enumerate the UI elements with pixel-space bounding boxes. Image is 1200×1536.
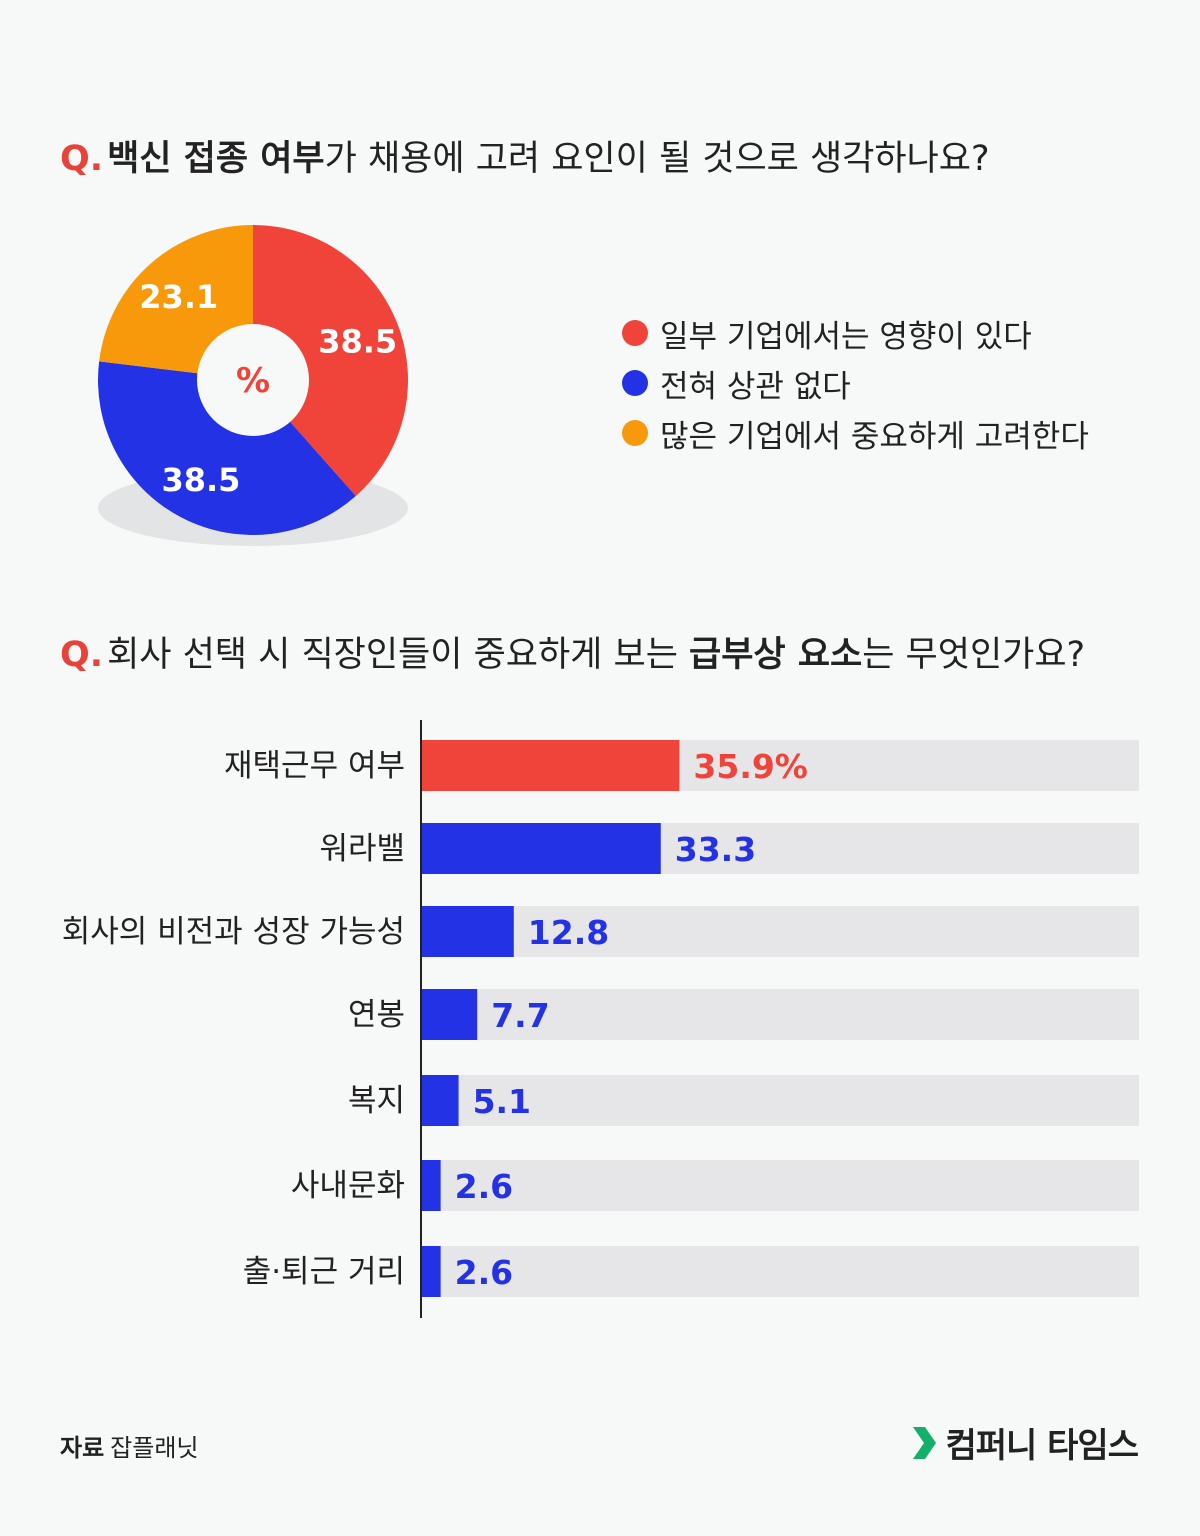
bar-category-label: 복지 xyxy=(348,1083,405,1119)
question-1-rest: 가 채용에 고려 요인이 될 것으로 생각하나요? xyxy=(324,139,990,179)
bar-value-label: 5.1 xyxy=(473,1082,531,1121)
legend-label: 전혀 상관 없다 xyxy=(660,368,851,405)
legend-item: 일부 기업에서는 영향이 있다 xyxy=(622,308,1089,358)
legend-dot-red xyxy=(622,320,648,346)
bar-track xyxy=(422,906,1139,957)
pie-legend: 일부 기업에서는 영향이 있다 전혀 상관 없다 많은 기업에서 중요하게 고려… xyxy=(622,308,1089,458)
bar-category-label: 워라밸 xyxy=(319,831,405,867)
question-1-bold: 백신 접종 여부 xyxy=(107,139,325,179)
source-key: 자료 xyxy=(60,1434,105,1462)
bar xyxy=(422,906,514,957)
pie-center-label: % xyxy=(236,361,270,401)
legend-label: 일부 기업에서는 영향이 있다 xyxy=(660,318,1032,355)
bar-track xyxy=(422,989,1139,1040)
pie-value-label: 38.5 xyxy=(318,322,397,360)
legend-label: 많은 기업에서 중요하게 고려한다 xyxy=(660,418,1089,455)
chevron-right-icon xyxy=(913,1426,937,1459)
question-1: Q. 백신 접종 여부가 채용에 고려 요인이 될 것으로 생각하나요? xyxy=(60,136,990,182)
bar-category-label: 재택근무 여부 xyxy=(224,748,405,784)
pie-center-hole xyxy=(197,324,309,436)
bar-track xyxy=(422,1246,1139,1297)
question-mark: Q. xyxy=(60,139,104,179)
source-value: 잡플래닛 xyxy=(110,1434,199,1462)
question-2-pre: 회사 선택 시 직장인들이 중요하게 보는 xyxy=(107,635,690,675)
bar xyxy=(422,823,661,874)
bar-category-label: 회사의 비전과 성장 가능성 xyxy=(62,914,405,950)
bar-category-label: 출·퇴근 거리 xyxy=(243,1254,405,1290)
bar-value-label: 33.3 xyxy=(675,830,756,869)
pie-value-label: 23.1 xyxy=(139,278,218,316)
bar xyxy=(422,1075,459,1126)
legend-dot-orange xyxy=(622,420,648,446)
legend-dot-blue xyxy=(622,370,648,396)
bar-chart: 재택근무 여부 35.9% 워라밸 33.3 회사의 비전과 성장 가능성 12.8 연봉 7… xyxy=(62,720,1139,1318)
pie-value-label: 38.5 xyxy=(161,461,240,499)
bar xyxy=(422,989,478,1040)
question-2: Q. 회사 선택 시 직장인들이 중요하게 보는 급부상 요소는 무엇인가요? xyxy=(60,632,1085,678)
question-mark: Q. xyxy=(60,635,104,675)
bar-category-label: 연봉 xyxy=(348,997,405,1033)
legend-item: 전혀 상관 없다 xyxy=(622,358,1089,408)
bar xyxy=(422,1246,441,1297)
bar-track xyxy=(422,1075,1139,1126)
bar-value-label: 35.9% xyxy=(693,747,808,786)
question-2-post: 는 무엇인가요? xyxy=(862,635,1086,675)
bar xyxy=(422,740,680,791)
bar-track xyxy=(422,1160,1139,1211)
brand-name: 컴퍼니 타임스 xyxy=(945,1426,1139,1466)
bar-category-label: 사내문화 xyxy=(291,1168,405,1204)
question-2-bold: 급부상 요소 xyxy=(689,635,863,675)
pie-chart: % 38.5 38.5 23.1 xyxy=(98,225,408,546)
bar xyxy=(422,1160,441,1211)
bar-value-label: 2.6 xyxy=(455,1253,513,1292)
bar-value-label: 7.7 xyxy=(491,996,549,1035)
bar-value-label: 12.8 xyxy=(528,913,609,952)
brand-logo: 컴퍼니 타임스 xyxy=(909,1418,1139,1467)
source-note: 자료 잡플래닛 xyxy=(60,1428,199,1463)
pie-slice xyxy=(253,225,408,497)
pie-slice xyxy=(98,361,356,535)
bar-value-label: 2.6 xyxy=(455,1167,513,1206)
legend-item: 많은 기업에서 중요하게 고려한다 xyxy=(622,408,1089,458)
